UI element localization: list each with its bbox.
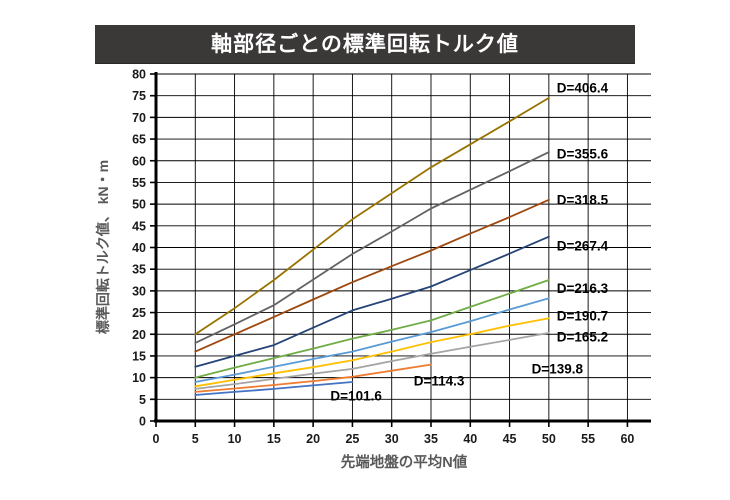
y-tick-label: 60 xyxy=(132,154,146,168)
x-tick-label: 45 xyxy=(503,432,517,446)
series-line-D=114.3 xyxy=(194,363,432,393)
y-tick-label: 65 xyxy=(132,133,146,147)
y-tick-label: 20 xyxy=(132,328,146,342)
series-label-D=216.3: D=216.3 xyxy=(557,281,609,296)
series-label-D=406.4: D=406.4 xyxy=(557,80,609,95)
y-tick-label: 55 xyxy=(132,176,146,190)
x-tick-label: 40 xyxy=(463,432,477,446)
series-line-D=267.4 xyxy=(194,235,550,368)
x-tick-label: 35 xyxy=(424,432,438,446)
series-line-D=406.4 xyxy=(194,97,550,336)
series-label-D=165.2: D=165.2 xyxy=(557,329,608,344)
series-label-D=139.8: D=139.8 xyxy=(532,361,584,376)
x-tick-label: 0 xyxy=(153,432,160,446)
series-line-D=101.6 xyxy=(194,381,354,396)
y-tick-label: 75 xyxy=(132,89,146,103)
y-tick-label: 35 xyxy=(132,263,146,277)
series-line-D=318.5 xyxy=(194,198,550,353)
x-tick-label: 60 xyxy=(620,432,634,446)
y-tick-label: 25 xyxy=(132,306,146,320)
x-tick-label: 10 xyxy=(228,432,242,446)
y-tick-label: 0 xyxy=(139,415,146,429)
x-tick-label: 5 xyxy=(192,432,199,446)
series-line-D=216.3 xyxy=(194,279,550,379)
series-label-D=267.4: D=267.4 xyxy=(557,239,609,254)
series-line-D=139.8 xyxy=(194,331,550,390)
x-axis-title: 先端地盤の平均N値 xyxy=(340,455,468,471)
x-tick-label: 30 xyxy=(385,432,399,446)
chart-title: 軸部径ごとの標準回転トルク値 xyxy=(211,32,519,56)
y-axis-title: 標準回転トルク値、 kN・m xyxy=(95,159,111,335)
y-tick-label: 5 xyxy=(139,393,146,407)
x-tick-label: 25 xyxy=(345,432,359,446)
y-tick-label: 30 xyxy=(132,284,146,298)
y-tick-label: 10 xyxy=(132,371,146,385)
series-label-D=190.7: D=190.7 xyxy=(557,309,608,324)
x-tick-label: 15 xyxy=(267,432,281,446)
series-line-D=355.6 xyxy=(194,151,550,344)
y-tick-label: 45 xyxy=(132,219,146,233)
y-tick-label: 80 xyxy=(132,68,146,82)
y-tick-label: 15 xyxy=(132,349,146,363)
x-tick-label: 50 xyxy=(542,432,556,446)
y-tick-label: 40 xyxy=(132,241,146,255)
series-label-D=101.6: D=101.6 xyxy=(330,388,382,403)
y-tick-label: 50 xyxy=(132,198,146,212)
chart-title-bar: 軸部径ごとの標準回転トルク値 xyxy=(95,25,635,64)
series-line-D=190.7 xyxy=(194,297,550,383)
series-label-D=318.5: D=318.5 xyxy=(557,192,609,207)
x-tick-label: 55 xyxy=(581,432,595,446)
series-label-D=355.6: D=355.6 xyxy=(557,147,609,162)
y-tick-label: 70 xyxy=(132,111,146,125)
series-line-D=165.2 xyxy=(194,317,550,388)
series-label-D=114.3: D=114.3 xyxy=(414,374,465,389)
x-tick-label: 20 xyxy=(306,432,320,446)
